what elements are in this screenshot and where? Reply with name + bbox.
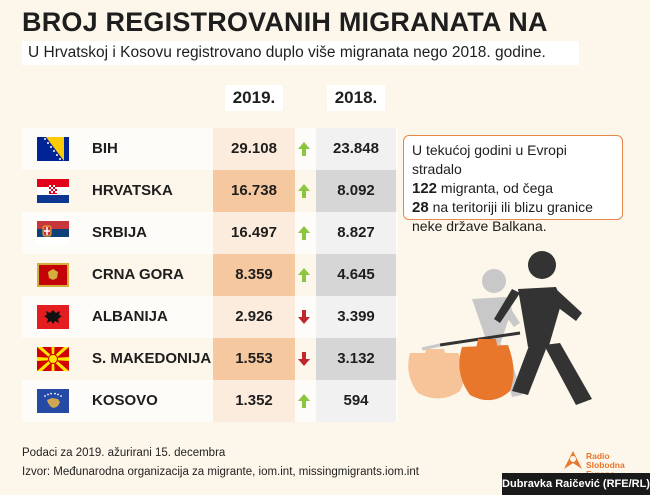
trend-arrow-icon	[298, 142, 310, 156]
trend-arrow-icon	[298, 352, 310, 366]
country-label: HRVATSKA	[92, 182, 173, 199]
arrow-down-mark	[298, 352, 310, 366]
value-2019: 1.553	[235, 350, 273, 367]
flag-kosovo-icon	[37, 389, 69, 413]
arrow-up-mark	[298, 394, 310, 408]
trend-arrow-icon	[298, 394, 310, 408]
info-number: 28	[412, 199, 429, 216]
running-migrants-illustration	[408, 251, 592, 405]
row-background	[22, 296, 398, 338]
info-text: migranta, od čega	[437, 180, 553, 196]
country-label: BIH	[92, 140, 118, 157]
country-label: CRNA GORA	[92, 266, 184, 283]
footer-source: Izvor: Međunarodna organizacija za migra…	[22, 466, 419, 478]
row-background	[22, 380, 398, 422]
info-line: 122 migranta, od čega	[412, 179, 614, 198]
logo-line: Radio Slobodna	[586, 451, 625, 470]
info-line: neke države Balkana.	[412, 218, 547, 234]
trend-arrow-icon	[298, 184, 310, 198]
flag-bih-icon	[37, 137, 69, 161]
info-line: 28 na teritoriji ili blizu granice	[412, 198, 614, 217]
trend-arrow-icon	[298, 226, 310, 240]
value-2018: 23.848	[333, 140, 379, 157]
value-2019: 1.352	[235, 392, 273, 409]
column-2019-background	[213, 128, 295, 422]
value-2018: 4.645	[337, 266, 375, 283]
author-credit: Dubravka Raičević (RFE/RL)	[502, 473, 650, 495]
footer-note: Podaci za 2019. ažurirani 15. decembra	[22, 447, 226, 459]
rfe-logo-icon	[564, 451, 582, 469]
column-header-2019: 2019.	[225, 85, 283, 111]
country-label: ALBANIJA	[92, 308, 168, 325]
row-background	[22, 128, 398, 170]
value-2018: 8.092	[337, 182, 375, 199]
value-2019: 16.738	[231, 182, 277, 199]
trend-arrow-icon	[298, 268, 310, 282]
arrow-up-mark	[298, 142, 310, 156]
arrow-up-mark	[298, 184, 310, 198]
value-2019: 16.497	[231, 224, 277, 241]
arrow-down-mark	[298, 310, 310, 324]
flag-montenegro-icon	[37, 263, 69, 287]
column-2018-background	[316, 128, 396, 422]
value-2018: 8.827	[337, 224, 375, 241]
row-background	[22, 212, 398, 254]
flag-croatia-icon	[37, 179, 69, 203]
value-2019: 2.926	[235, 308, 273, 325]
arrow-up-mark	[298, 226, 310, 240]
flag-north-macedonia-icon	[37, 347, 69, 371]
value-2019: 29.108	[231, 140, 277, 157]
country-label: S. MAKEDONIJA	[92, 350, 212, 367]
arrow-up-mark	[298, 268, 310, 282]
casualty-info-box: U tekućoj godini u Evropi stradalo 122 m…	[403, 135, 623, 234]
column-header-2018: 2018.	[327, 85, 385, 111]
value-2018: 3.132	[337, 350, 375, 367]
value-2018: 594	[343, 392, 369, 409]
country-label: KOSOVO	[92, 392, 158, 409]
value-2018: 3.399	[337, 308, 375, 325]
info-text: na teritoriji ili blizu granice	[428, 199, 593, 215]
country-label: SRBIJA	[92, 224, 148, 241]
info-line: U tekućoj godini u Evropi stradalo	[412, 142, 567, 177]
flag-serbia-icon	[37, 221, 69, 245]
value-2019: 8.359	[235, 266, 273, 283]
flag-albania-icon	[37, 305, 69, 329]
page-subtitle: U Hrvatskoj i Kosovu registrovano duplo …	[22, 41, 579, 65]
info-number: 122	[412, 180, 438, 197]
trend-arrow-icon	[298, 310, 310, 324]
